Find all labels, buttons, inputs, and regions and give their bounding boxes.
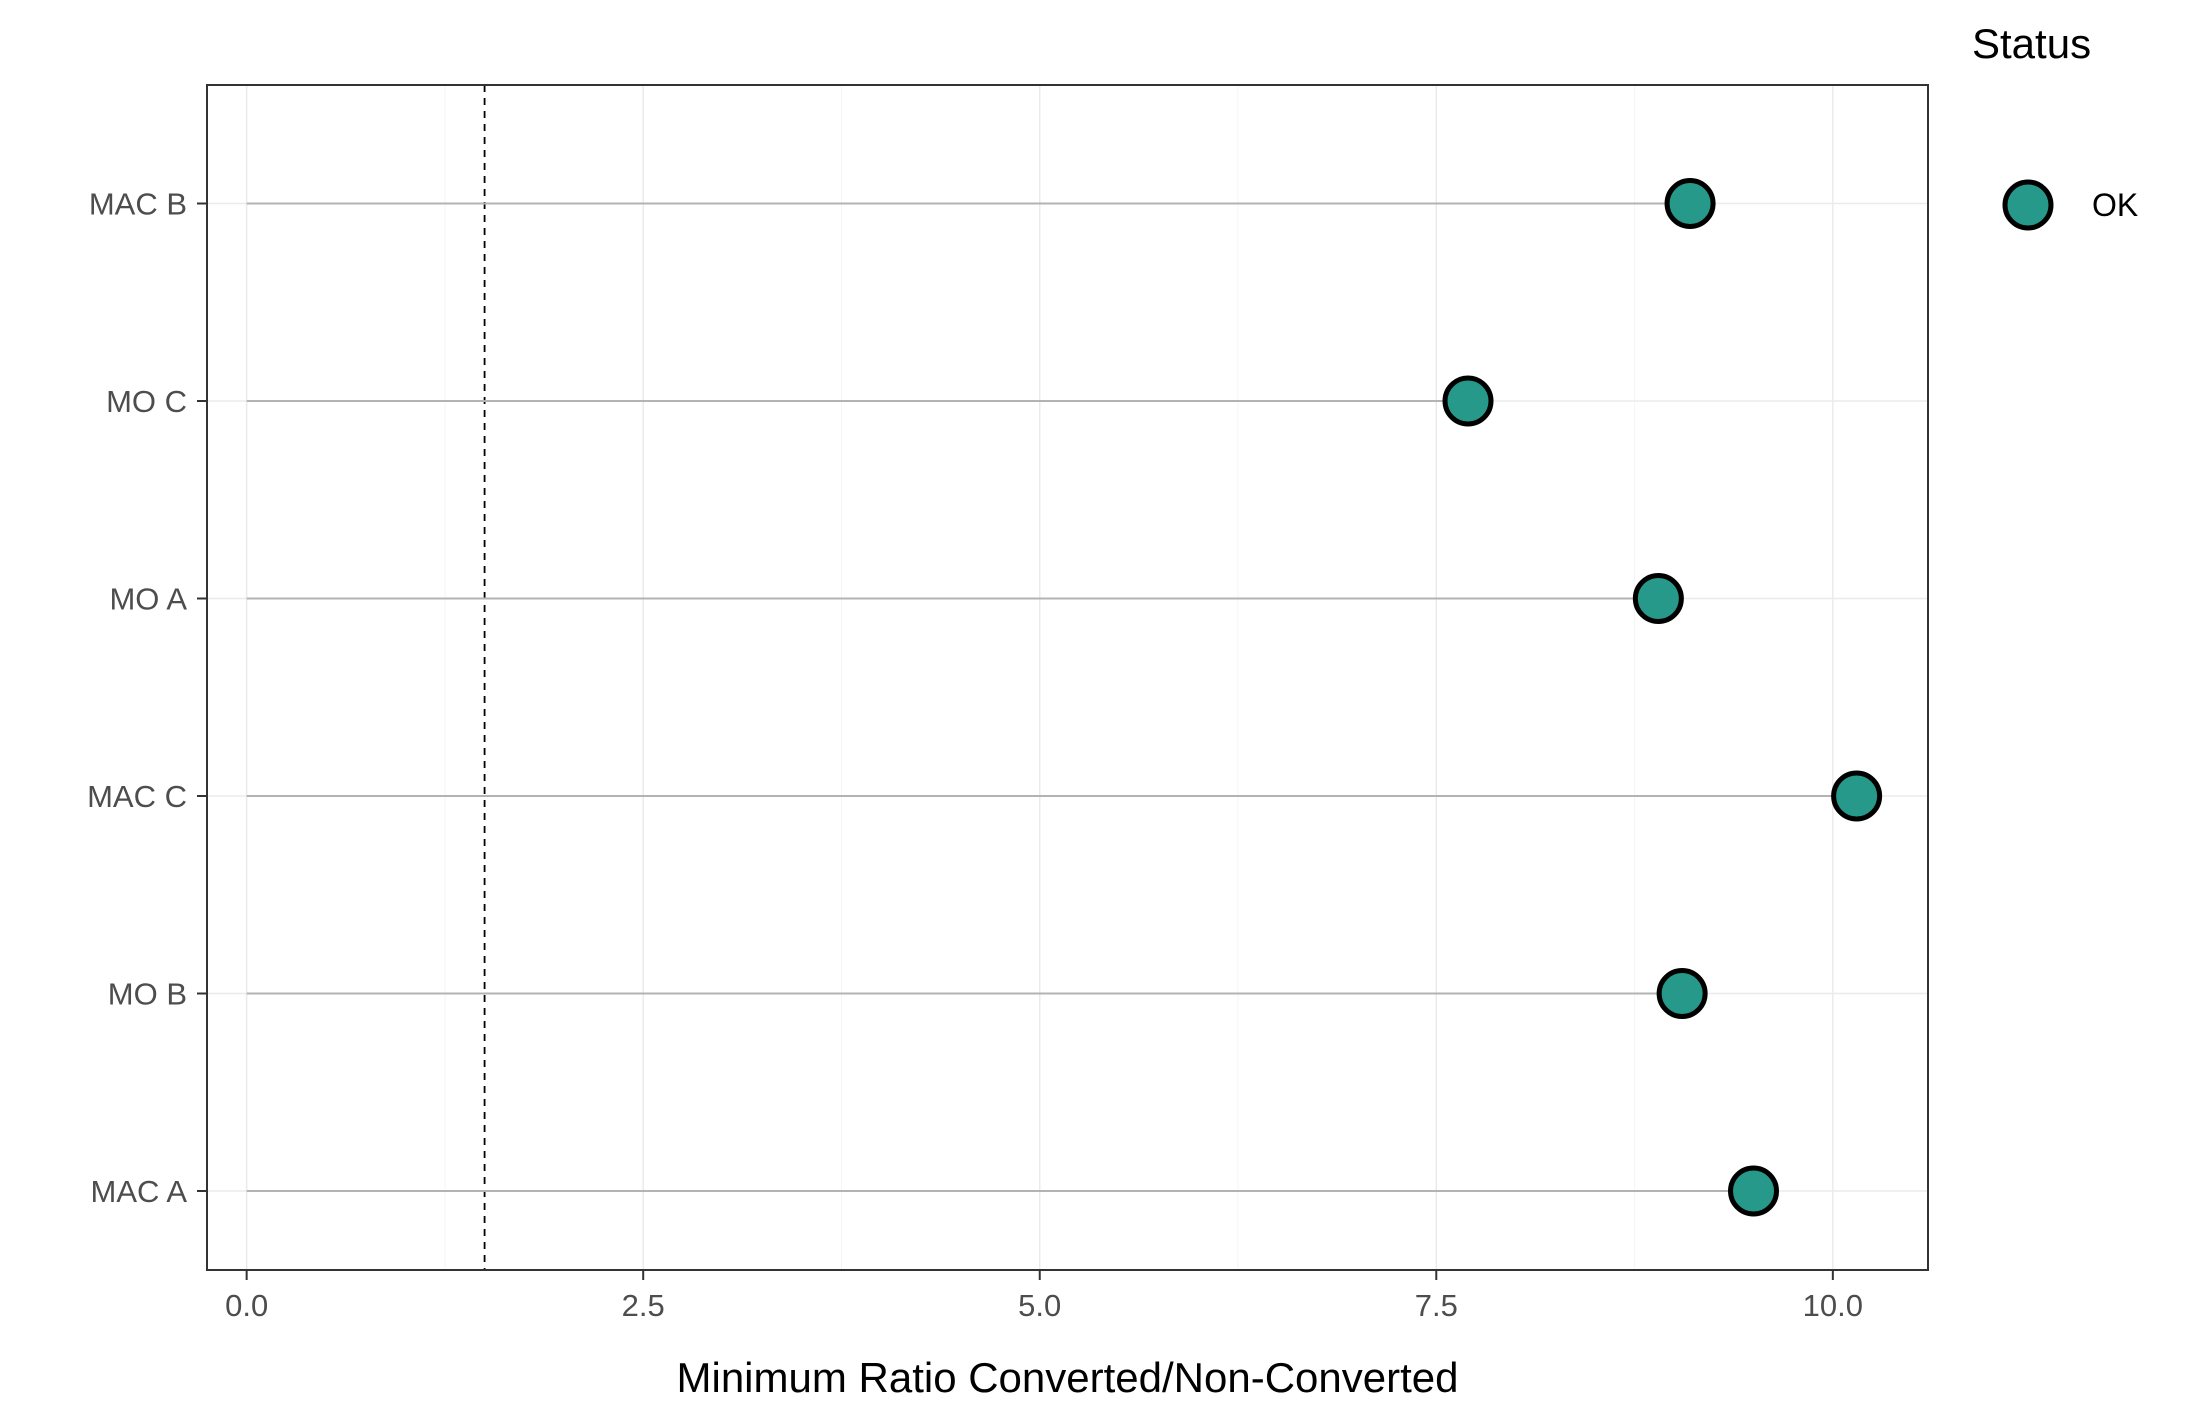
data-point xyxy=(1728,1165,1780,1217)
legend: Status OK xyxy=(1972,20,2138,231)
y-tick-label: MO A xyxy=(109,582,187,617)
data-point xyxy=(1664,178,1716,229)
x-tick-label: 0.0 xyxy=(225,1288,268,1323)
x-tick-label: 2.5 xyxy=(622,1288,665,1323)
y-tick-label: MAC A xyxy=(91,1174,188,1209)
legend-title: Status xyxy=(1972,20,2091,67)
data-point xyxy=(1632,573,1684,624)
data-points xyxy=(1442,178,1883,1217)
data-point xyxy=(1831,770,1883,822)
data-point xyxy=(1442,375,1494,427)
x-axis: 0.0 2.5 5.0 7.5 10.0 xyxy=(225,1270,1863,1323)
y-tick-label: MAC C xyxy=(87,779,187,814)
y-tick-label: MO B xyxy=(108,977,187,1012)
x-axis-title: Minimum Ratio Converted/Non-Converted xyxy=(677,1354,1459,1401)
legend-key xyxy=(2002,179,2054,231)
x-tick-label: 10.0 xyxy=(1803,1288,1863,1323)
y-tick-label: MAC B xyxy=(89,187,187,222)
legend-label: OK xyxy=(2092,187,2138,223)
x-tick-label: 7.5 xyxy=(1415,1288,1458,1323)
data-point xyxy=(1656,968,1708,1019)
lollipop-stems xyxy=(246,202,1857,1192)
panel-border xyxy=(206,84,1929,1271)
y-axis: MAC B MO C MO A MAC C MO B MAC A xyxy=(87,187,207,1209)
x-tick-label: 5.0 xyxy=(1018,1288,1061,1323)
y-tick-label: MO C xyxy=(106,384,187,419)
